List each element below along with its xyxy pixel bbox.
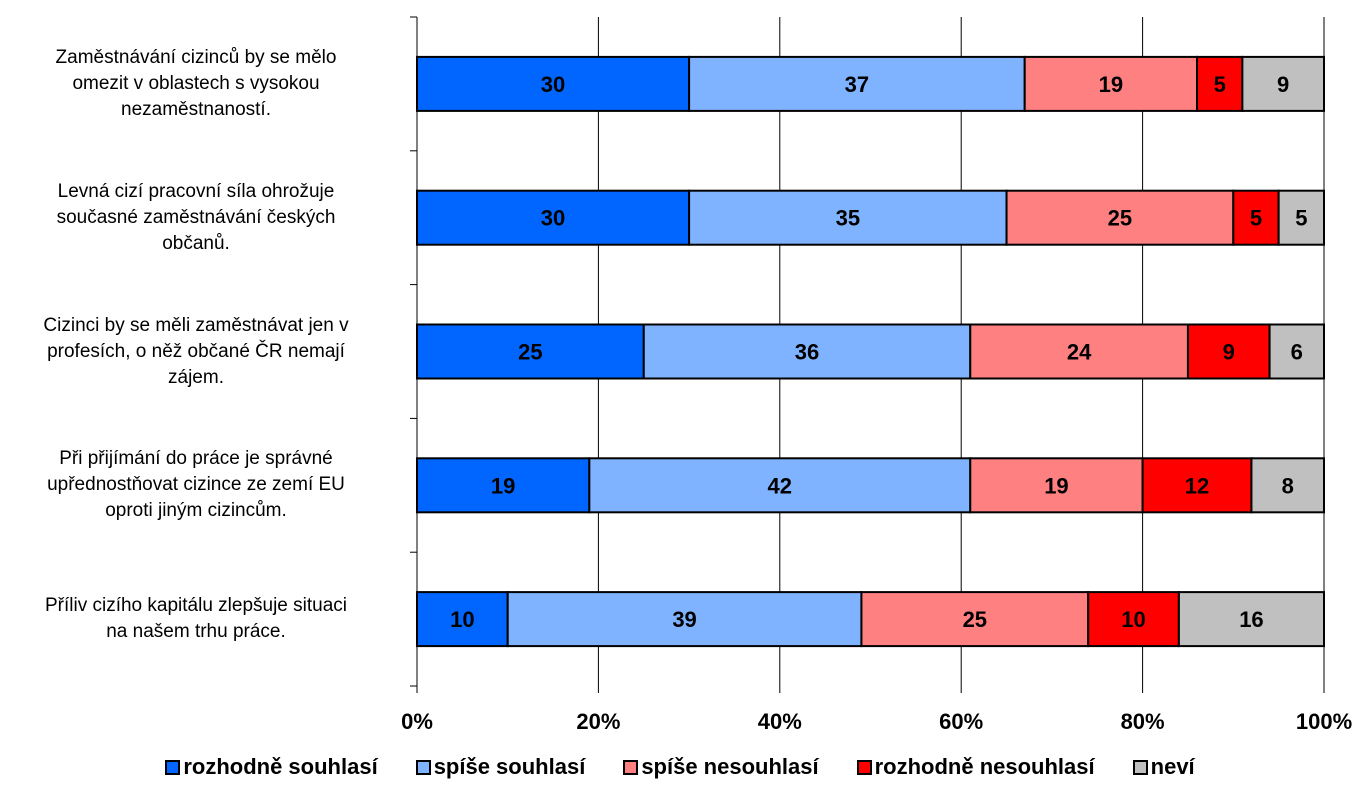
bar-segment: [1196, 55, 1244, 112]
category-label-line: současné zaměstnávání českých: [56, 206, 336, 228]
bar-segment: [1087, 591, 1180, 648]
data-label: 24: [1067, 340, 1092, 365]
data-label: 8: [1282, 473, 1294, 498]
legend-item: spíše souhlasí: [415, 754, 586, 780]
data-label: 36: [795, 340, 819, 365]
x-tick-label: 40%: [758, 709, 802, 734]
bar-segment: [1241, 55, 1325, 112]
legend-swatch: [1132, 759, 1148, 775]
category-label-line: upřednostňovat cizince ze zemí EU: [47, 474, 345, 496]
data-label: 19: [1099, 72, 1123, 97]
bar-segment: [969, 323, 1189, 380]
data-label: 39: [672, 607, 696, 632]
legend-swatch: [623, 759, 639, 775]
data-label: 6: [1291, 340, 1303, 365]
category-label-line: zájem.: [168, 366, 224, 388]
legend-item: spíše nesouhlasí: [623, 754, 819, 780]
category-label-line: oproti jiným cizincům.: [105, 500, 287, 522]
data-label: 19: [1044, 473, 1068, 498]
legend-swatch: [856, 759, 872, 775]
bar-segment: [416, 189, 691, 246]
x-tick-label: 60%: [939, 709, 983, 734]
category-label-line: nezaměstnaností.: [121, 98, 271, 120]
data-label: 25: [963, 607, 987, 632]
data-label: 19: [491, 473, 515, 498]
legend-label: neví: [1150, 754, 1195, 779]
category-label-line: na našem trhu práce.: [106, 621, 286, 643]
legend-item: rozhodně nesouhlasí: [856, 754, 1095, 780]
bar-segment: [416, 323, 645, 380]
legend-swatch: [415, 759, 431, 775]
category-label-line: Příliv cizího kapitálu zlepšuje situaci: [44, 595, 348, 617]
data-label: 5: [1214, 72, 1226, 97]
data-label: 9: [1277, 72, 1289, 97]
data-label: 35: [836, 206, 860, 231]
legend-item: neví: [1132, 754, 1195, 780]
bar-segment: [416, 457, 591, 514]
x-tick-label: 20%: [576, 709, 620, 734]
data-label: 16: [1239, 607, 1263, 632]
data-label: 42: [768, 473, 792, 498]
bar-segment: [1268, 323, 1325, 380]
category-label: Cizinci by se měli zaměstnávat jen v prof…: [0, 313, 392, 391]
category-label: Zaměstnávání cizinců by se mělo omezit v …: [0, 45, 392, 123]
bar-segment: [1277, 189, 1326, 246]
data-label: 37: [845, 72, 869, 97]
data-label: 30: [541, 206, 565, 231]
bar-segment: [642, 323, 972, 380]
category-label-line: Při přijímání do práce je správné: [59, 448, 333, 470]
category-label-line: profesích, o něž občané ČR nemají: [47, 340, 345, 362]
data-label: 25: [1108, 206, 1132, 231]
bar-segment: [1250, 457, 1325, 514]
bar-segment: [688, 189, 1008, 246]
x-tick-label: 0%: [401, 709, 433, 734]
legend: rozhodně souhlasí spíše souhlasí spíše nes…: [0, 754, 1360, 780]
category-label: Příliv cizího kapitálu zlepšuje situaci n…: [0, 593, 392, 645]
data-label: 5: [1295, 206, 1307, 231]
legend-label: rozhodně souhlasí: [183, 754, 378, 779]
x-tick-label: 100%: [1296, 709, 1352, 734]
bar-segment: [416, 591, 509, 648]
category-label-line: občanů.: [162, 232, 230, 254]
data-label: 10: [1121, 607, 1145, 632]
data-label: 9: [1223, 340, 1235, 365]
bar-segment: [1141, 457, 1253, 514]
category-label: Při přijímání do práce je správné upředno…: [0, 446, 392, 524]
data-label: 10: [450, 607, 474, 632]
category-label-line: Cizinci by se měli zaměstnávat jen v: [43, 314, 349, 336]
bar-segment: [969, 457, 1144, 514]
data-label: 30: [541, 72, 565, 97]
bar-segment: [1177, 591, 1325, 648]
bar-segment: [588, 457, 972, 514]
category-label-line: Levná cizí pracovní síla ohrožuje: [57, 180, 335, 202]
bar-segment: [416, 55, 691, 112]
legend-label: spíše souhlasí: [433, 754, 586, 779]
data-label: 25: [518, 340, 542, 365]
legend-item: rozhodně souhlasí: [165, 754, 378, 780]
legend-swatch: [165, 759, 181, 775]
bar-segment: [1023, 55, 1199, 112]
data-label: 5: [1250, 206, 1262, 231]
category-label: Levná cizí pracovní síla ohrožuje současn…: [0, 179, 392, 257]
x-tick-label: 80%: [1121, 709, 1165, 734]
category-label-line: Zaměstnávání cizinců by se mělo: [55, 46, 337, 68]
data-label: 12: [1185, 473, 1209, 498]
bar-segment: [860, 591, 1090, 648]
bar-segment: [1005, 189, 1235, 246]
category-label-line: omezit v oblastech s vysokou: [72, 72, 320, 94]
legend-label: spíše nesouhlasí: [641, 754, 819, 779]
legend-label: rozhodně nesouhlasí: [874, 754, 1095, 779]
